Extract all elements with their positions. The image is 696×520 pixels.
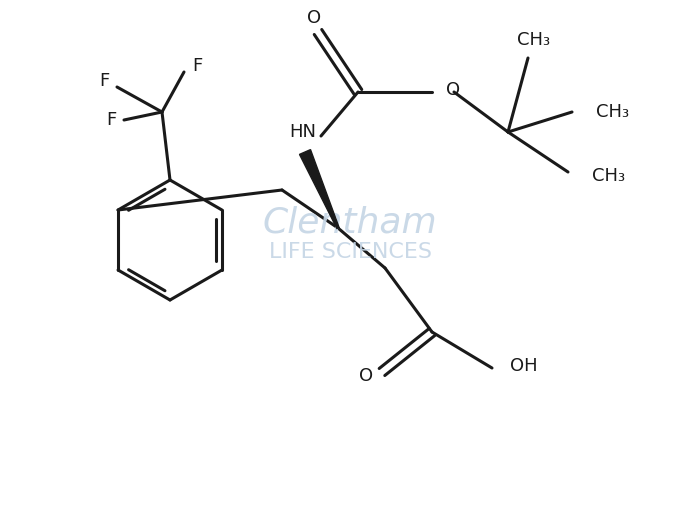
Text: O: O (307, 9, 321, 27)
Text: OH: OH (510, 357, 537, 375)
Text: F: F (192, 57, 202, 75)
Text: O: O (359, 367, 373, 385)
Text: HN: HN (290, 123, 317, 141)
Text: LIFE SCIENCES: LIFE SCIENCES (269, 242, 432, 262)
Text: CH₃: CH₃ (596, 103, 629, 121)
Text: Clentham: Clentham (262, 205, 437, 239)
Text: F: F (99, 72, 109, 90)
Text: CH₃: CH₃ (592, 167, 625, 185)
Text: CH₃: CH₃ (517, 31, 551, 49)
Polygon shape (299, 150, 339, 228)
Text: O: O (446, 81, 460, 99)
Text: F: F (106, 111, 116, 129)
